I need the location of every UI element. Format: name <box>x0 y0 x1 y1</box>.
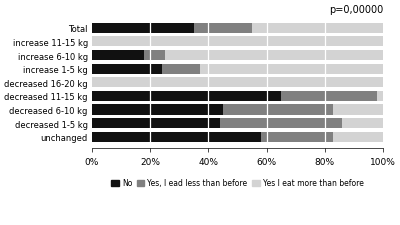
Bar <box>334 105 383 115</box>
Legend: No, Yes, I ead less than before, Yes I eat more than before: No, Yes, I ead less than before, Yes I e… <box>108 176 367 191</box>
Bar <box>162 64 200 74</box>
Bar <box>92 119 220 129</box>
Bar <box>165 51 383 61</box>
Bar <box>92 132 261 142</box>
Bar <box>261 132 334 142</box>
Bar <box>220 119 342 129</box>
Bar <box>92 105 223 115</box>
Bar <box>342 119 383 129</box>
Bar <box>281 91 377 102</box>
Bar <box>92 51 144 61</box>
Bar <box>144 51 165 61</box>
Bar <box>92 23 194 34</box>
Bar <box>194 23 252 34</box>
Bar <box>334 132 383 142</box>
Bar <box>92 91 281 102</box>
Text: p=0,00000: p=0,00000 <box>329 5 383 15</box>
Bar <box>252 23 383 34</box>
Bar <box>377 91 383 102</box>
Bar <box>92 64 162 74</box>
Bar <box>223 105 334 115</box>
Bar <box>92 37 383 47</box>
Bar <box>92 78 383 88</box>
Bar <box>200 64 383 74</box>
